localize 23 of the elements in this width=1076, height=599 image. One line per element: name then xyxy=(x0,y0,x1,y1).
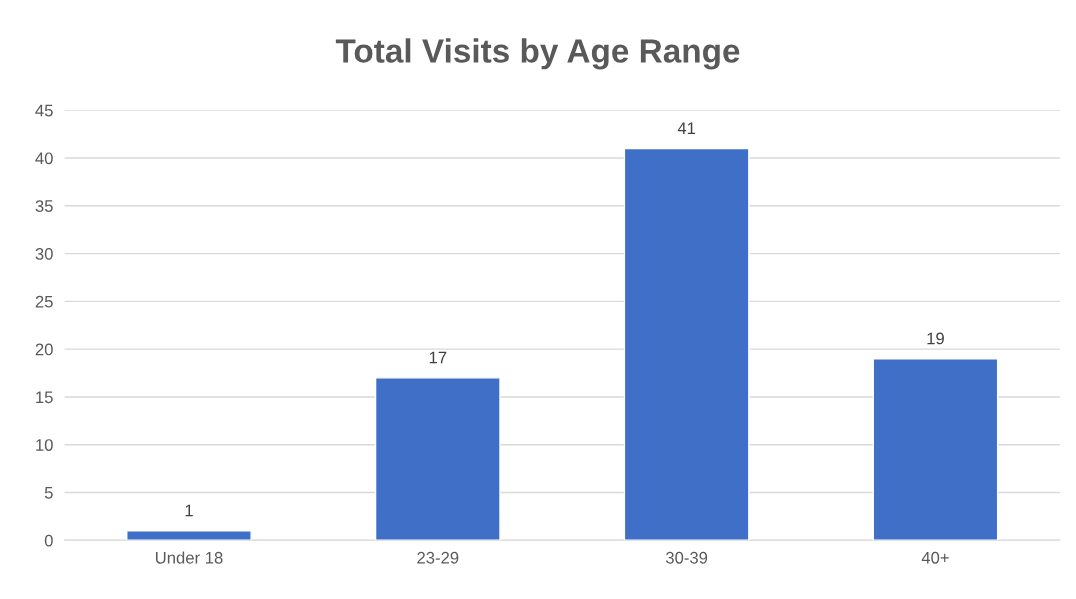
y-tick-label: 20 xyxy=(35,343,53,356)
bar xyxy=(126,530,252,541)
y-tick-label: 0 xyxy=(44,534,53,547)
bar xyxy=(374,377,501,541)
data-label: 1 xyxy=(185,504,193,517)
y-tick-label: 35 xyxy=(35,200,53,212)
data-label: 41 xyxy=(677,122,696,134)
y-tick-label: 15 xyxy=(36,391,53,404)
chart-title: Total Visits by Age Range xyxy=(335,38,740,70)
y-tick-label: 25 xyxy=(35,295,53,308)
x-tick-label: 30-39 xyxy=(665,551,708,564)
bar xyxy=(623,147,750,541)
data-label: 17 xyxy=(429,351,447,364)
x-tick-label: Under 18 xyxy=(155,551,223,564)
y-tick-label: 10 xyxy=(36,439,53,451)
y-tick-label: 5 xyxy=(44,487,53,499)
x-tick-label: 40+ xyxy=(921,551,949,564)
bar xyxy=(872,358,999,541)
y-tick-label: 30 xyxy=(35,247,53,260)
y-tick-label: 40 xyxy=(35,152,53,165)
y-tick-label: 45 xyxy=(35,104,53,117)
data-label: 19 xyxy=(927,332,944,345)
x-tick-label: 23-29 xyxy=(417,551,459,564)
